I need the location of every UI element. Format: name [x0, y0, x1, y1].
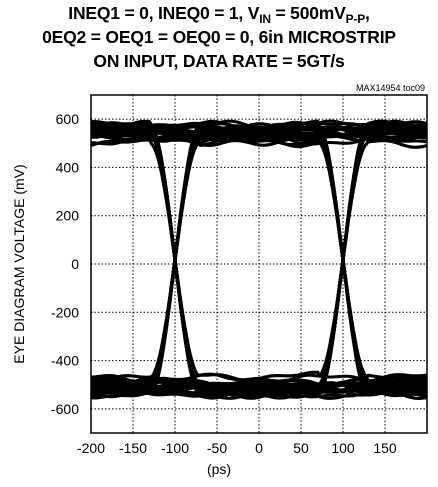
chart-title-line1: INEQ1 = 0, INEQ0 = 1, VIN = 500mVP-P,	[68, 3, 370, 26]
y-tick-label: 400	[56, 159, 80, 175]
x-tick-label: -150	[119, 440, 147, 456]
x-tick-labels: -200 -150 -100 -50 0 50 100 150	[77, 440, 397, 456]
eye-rail-trace	[90, 126, 427, 138]
y-tick-label: 600	[56, 111, 80, 127]
eye-traces	[90, 119, 428, 400]
x-tick-label: -100	[161, 440, 189, 456]
y-tick-label: -600	[51, 401, 79, 417]
eye-rail-trace	[90, 372, 427, 385]
y-tick-label: -200	[51, 304, 79, 320]
eye-rail-trace	[90, 135, 427, 148]
y-axis-label: EYE DIAGRAM VOLTAGE (mV)	[11, 164, 27, 364]
x-tick-label: 150	[373, 440, 397, 456]
y-tick-label: -400	[51, 353, 79, 369]
y-tick-label: 200	[56, 208, 80, 224]
x-tick-label: -200	[77, 440, 105, 456]
x-tick-label: 100	[331, 440, 355, 456]
chart-title-line2: 0EQ2 = OEQ1 = OEQ0 = 0, 6in MICROSTRIP	[42, 27, 396, 47]
y-tick-labels: 600 400 200 0 -200 -400 -600	[51, 111, 79, 417]
x-tick-label: 0	[255, 440, 263, 456]
eye-rail-trace	[90, 381, 427, 394]
eye-rail-trace	[90, 385, 427, 398]
x-axis-label: (ps)	[206, 461, 232, 477]
chart-title-line3: ON INPUT, DATA RATE = 5GT/s	[93, 51, 345, 71]
part-annotation: MAX14954 toc09	[356, 83, 425, 93]
y-tick-label: 0	[71, 256, 79, 272]
x-tick-label: 50	[293, 440, 309, 456]
x-tick-label: -50	[207, 440, 227, 456]
eye-rail-trace	[91, 122, 427, 134]
plot-frame	[90, 94, 428, 434]
